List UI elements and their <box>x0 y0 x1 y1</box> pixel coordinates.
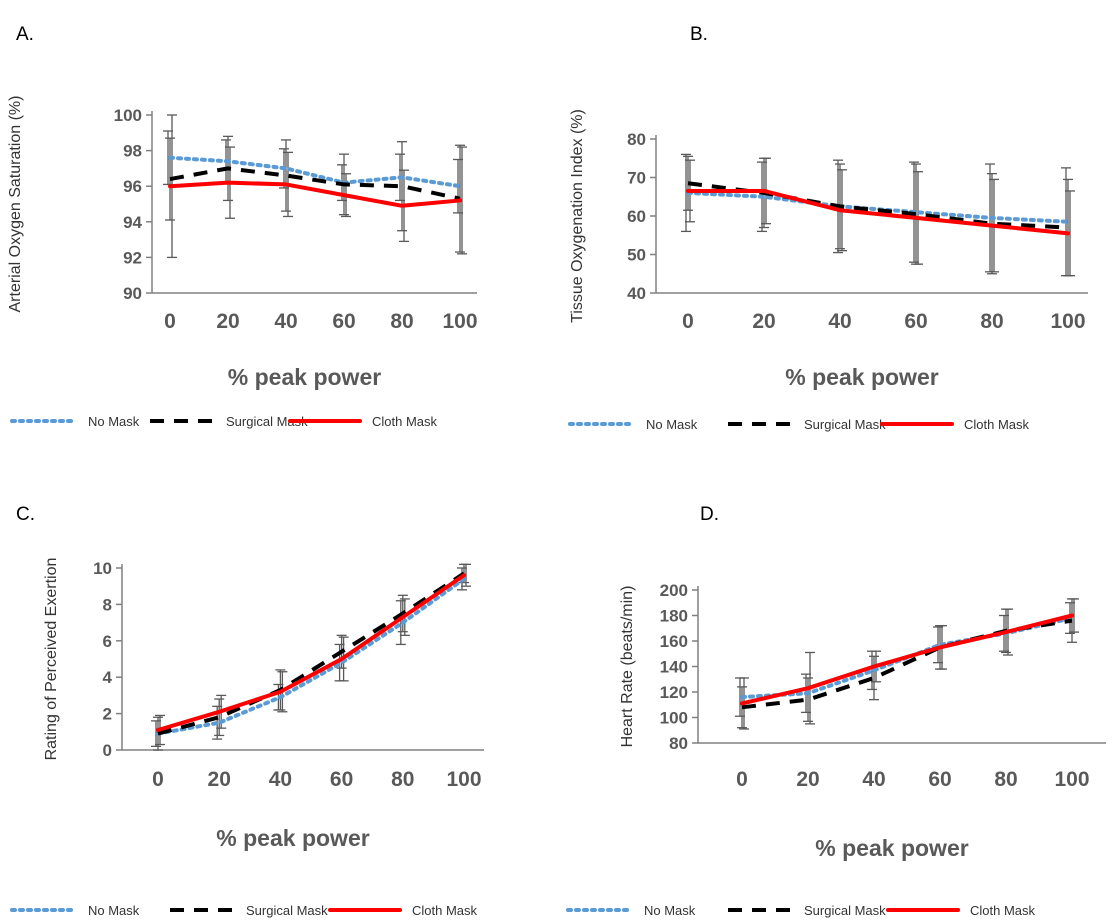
legend: No Mask Surgical Mask Cloth Mask <box>10 414 438 429</box>
panel-label: D. <box>700 504 719 525</box>
x-tick-label: 60 <box>928 768 951 791</box>
y-tick-label: 40 <box>627 284 646 303</box>
x-tick-label: 0 <box>152 768 164 791</box>
legend: No Mask Surgical Mask Cloth Mask <box>566 903 1036 918</box>
panel-label: A. <box>16 24 34 45</box>
series-cloth-mask <box>167 114 467 259</box>
legend-label: Surgical Mask <box>246 903 328 918</box>
y-axis-label: Rating of Perceived Exertion <box>43 558 60 761</box>
y-tick-label: 96 <box>123 177 142 196</box>
y-tick-label: 0 <box>103 741 112 760</box>
series-line-surgical-mask <box>687 181 1069 230</box>
x-tick-label: 100 <box>1050 310 1085 333</box>
y-tick-label: 70 <box>627 169 646 188</box>
y-tick-label: 140 <box>660 658 688 677</box>
panel-label: C. <box>16 504 35 525</box>
series-line-no-mask <box>168 155 462 189</box>
x-tick-label: 80 <box>980 310 1003 333</box>
y-tick-label: 90 <box>123 284 142 303</box>
y-tick-label: 120 <box>660 683 688 702</box>
x-axis-label: % peak power <box>228 364 381 390</box>
x-tick-label: 40 <box>828 310 851 333</box>
series-line-cloth-mask <box>156 573 466 732</box>
legend-label: No Mask <box>646 417 698 432</box>
x-tick-label: 40 <box>269 768 292 791</box>
y-tick-label: 60 <box>627 207 646 226</box>
legend-label: No Mask <box>644 903 696 918</box>
y-tick-label: 10 <box>93 559 112 578</box>
y-tick-label: 6 <box>103 632 112 651</box>
series-surgical-mask <box>165 135 465 253</box>
x-tick-label: 0 <box>164 310 176 333</box>
x-tick-label: 80 <box>390 310 413 333</box>
y-axis-label: Tissue Oxygenation Index (%) <box>569 109 586 323</box>
x-tick-label: 100 <box>442 310 477 333</box>
y-tick-label: 160 <box>660 632 688 651</box>
legend-label: Cloth Mask <box>372 414 438 429</box>
legend-label: Surgical Mask <box>804 903 886 918</box>
y-tick-label: 92 <box>123 248 142 267</box>
series-surgical-mask <box>153 563 469 751</box>
x-tick-label: 80 <box>391 768 414 791</box>
y-tick-label: 100 <box>660 709 688 728</box>
legend-label: Surgical Mask <box>226 414 308 429</box>
legend: No Mask Surgical Mask Cloth Mask <box>568 417 1030 432</box>
series-no-mask <box>163 130 463 214</box>
x-tick-label: 20 <box>796 768 819 791</box>
x-tick-label: 20 <box>752 310 775 333</box>
x-tick-label: 60 <box>332 310 355 333</box>
x-tick-label: 40 <box>274 310 297 333</box>
y-tick-label: 80 <box>627 130 646 149</box>
x-axis-label: % peak power <box>785 364 938 390</box>
chart-panel-d: D. 80 100 120 140 160 180 200 0 20 40 60 80 100 % peak… <box>566 504 1106 918</box>
x-axis-label: % peak power <box>216 825 369 851</box>
legend-label: Surgical Mask <box>804 417 886 432</box>
y-tick-label: 98 <box>123 142 142 161</box>
legend-label: No Mask <box>88 903 140 918</box>
y-tick-label: 80 <box>669 734 688 753</box>
legend: No Mask Surgical Mask Cloth Mask <box>10 903 478 918</box>
chart-panel-b: B. 40 50 60 70 80 0 20 40 60 80 100 % peak power Tiss… <box>568 24 1088 432</box>
y-tick-label: 2 <box>103 705 112 724</box>
legend-label: Cloth Mask <box>412 903 478 918</box>
x-tick-label: 100 <box>446 768 481 791</box>
y-tick-label: 100 <box>114 106 142 125</box>
series-line-no-mask <box>156 576 466 736</box>
y-tick-label: 50 <box>627 246 646 265</box>
series-line-surgical-mask <box>157 571 466 736</box>
series-line-cloth-mask <box>740 613 1074 706</box>
series-cloth-mask <box>685 157 1075 277</box>
series-line-no-mask <box>686 190 1070 224</box>
x-tick-label: 40 <box>862 768 885 791</box>
chart-panel-a: A. 90 92 94 96 98 100 0 20 40 60 80 100 % peak power A… <box>7 24 478 429</box>
series-line-surgical-mask <box>169 166 461 201</box>
series-line-cloth-mask <box>168 180 462 208</box>
x-tick-label: 60 <box>330 768 353 791</box>
series-line-cloth-mask <box>686 188 1070 236</box>
legend-label: Cloth Mask <box>964 417 1030 432</box>
x-tick-label: 80 <box>994 768 1017 791</box>
x-tick-label: 0 <box>736 768 748 791</box>
legend-label: No Mask <box>88 414 140 429</box>
y-tick-label: 4 <box>103 668 113 687</box>
y-tick-label: 180 <box>660 607 688 626</box>
y-tick-label: 8 <box>103 595 112 614</box>
y-axis-label: Arterial Oxygen Saturation (%) <box>7 96 24 313</box>
series-line-surgical-mask <box>741 618 1073 710</box>
y-tick-label: 200 <box>660 581 688 600</box>
panel-label: B. <box>690 24 708 45</box>
x-axis-label: % peak power <box>815 835 968 861</box>
x-tick-label: 20 <box>216 310 239 333</box>
x-tick-label: 20 <box>208 768 231 791</box>
x-tick-label: 0 <box>682 310 694 333</box>
y-tick-label: 94 <box>123 213 142 232</box>
x-tick-label: 60 <box>904 310 927 333</box>
y-axis-label: Heart Rate (beats/min) <box>619 586 636 748</box>
x-tick-label: 100 <box>1054 768 1089 791</box>
legend-label: Cloth Mask <box>970 903 1036 918</box>
